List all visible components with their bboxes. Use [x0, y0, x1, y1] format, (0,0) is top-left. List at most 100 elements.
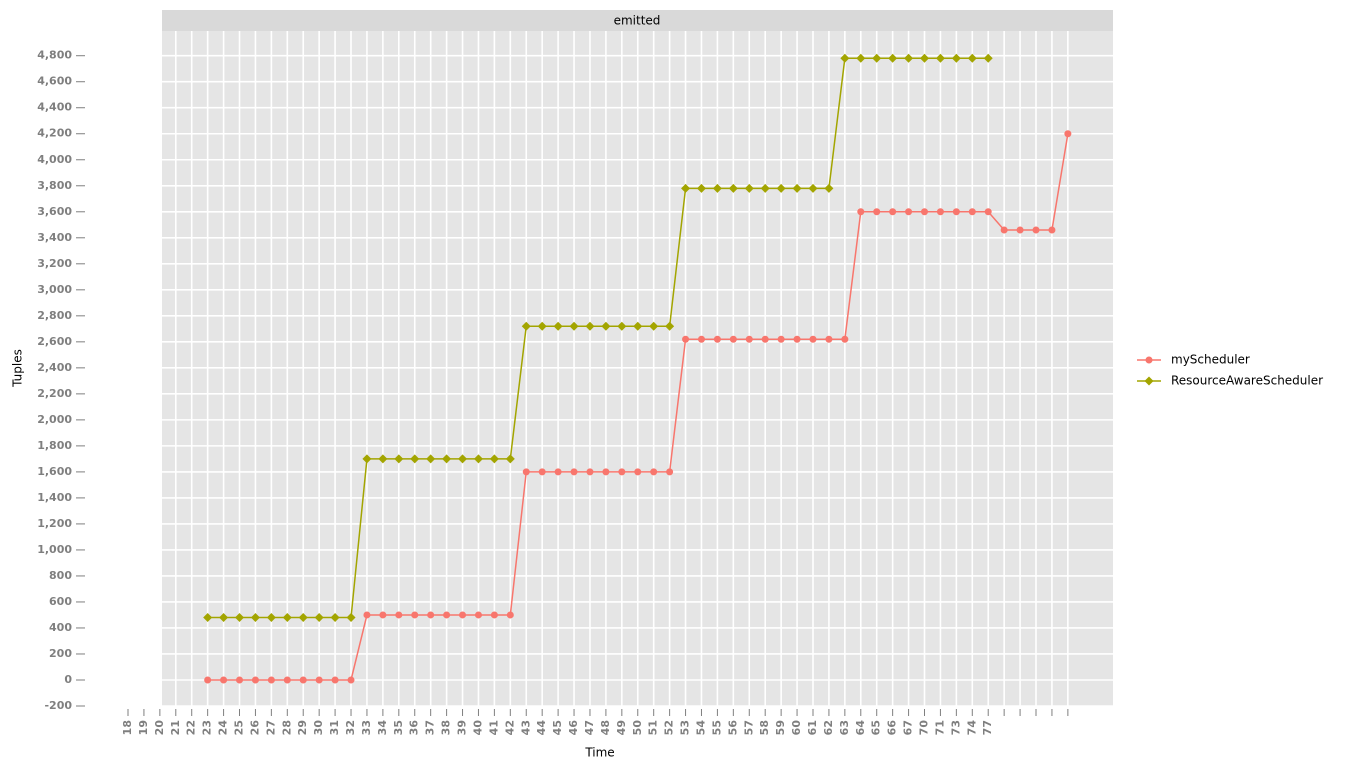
point [713, 335, 721, 343]
point [889, 208, 897, 216]
y-tick-label: 2,000 [37, 413, 72, 426]
point [282, 613, 292, 623]
x-tick-label: 63 [838, 720, 851, 735]
point [617, 321, 627, 331]
x-tick-label: 18 [121, 720, 134, 735]
point [792, 183, 802, 193]
point [554, 468, 562, 476]
x-tick-label: 39 [456, 720, 469, 735]
point [586, 468, 594, 476]
point [1016, 226, 1024, 234]
point [251, 676, 259, 684]
point [633, 321, 643, 331]
point [266, 613, 276, 623]
x-tick-label: 29 [296, 720, 309, 735]
point [935, 53, 945, 63]
point [411, 611, 419, 619]
point [204, 676, 212, 684]
x-tick-label: 35 [392, 720, 405, 735]
x-tick-label: 28 [280, 720, 293, 735]
y-tick-label: 2,400 [37, 361, 72, 374]
x-tick-label: 30 [312, 720, 325, 736]
y-tick-label: 1,000 [37, 543, 72, 556]
point [1000, 226, 1008, 234]
y-tick-label: 4,200 [37, 127, 72, 140]
y-tick-label: 1,600 [37, 465, 72, 478]
point [682, 335, 690, 343]
point [521, 321, 531, 331]
y-axis-label: Tuples [11, 349, 25, 388]
x-tick-label: 34 [376, 720, 389, 736]
point [569, 321, 579, 331]
point [362, 454, 372, 464]
point [363, 611, 371, 619]
x-tick-label: 21 [169, 720, 182, 735]
point [394, 454, 404, 464]
y-tick-label: 3,200 [37, 257, 72, 270]
point [760, 183, 770, 193]
point [968, 208, 976, 216]
x-tick-label: 54 [694, 720, 707, 736]
y-tick-label: 2,800 [37, 309, 72, 322]
y-tick-label: 3,800 [37, 179, 72, 192]
x-tick-label: 42 [503, 720, 516, 735]
point [618, 468, 626, 476]
point [585, 321, 595, 331]
point [1064, 130, 1072, 138]
x-tick-label: 67 [902, 720, 915, 735]
point [427, 611, 435, 619]
x-tick-label: 26 [248, 720, 261, 736]
point [665, 321, 675, 331]
y-tick-label: 400 [49, 621, 72, 634]
x-tick-label: 57 [742, 720, 755, 735]
y-tick-label: 2,600 [37, 335, 72, 348]
point [474, 611, 482, 619]
x-tick-label: 22 [185, 720, 198, 735]
point [1048, 226, 1056, 234]
point [634, 468, 642, 476]
point [650, 468, 658, 476]
point [490, 611, 498, 619]
point [777, 335, 785, 343]
y-tick-label: 4,400 [37, 101, 72, 114]
x-tick-label: 71 [933, 720, 946, 735]
point [809, 335, 817, 343]
legend-label: myScheduler [1171, 353, 1250, 367]
point [728, 183, 738, 193]
point [267, 676, 275, 684]
point [220, 676, 228, 684]
legend-marker [1145, 356, 1153, 364]
x-tick-label: 23 [201, 720, 214, 735]
strip [162, 10, 1113, 31]
point [776, 183, 786, 193]
point [443, 611, 451, 619]
x-tick-label: 43 [519, 720, 532, 735]
point [538, 468, 546, 476]
point [873, 208, 881, 216]
y-tick-label: 1,800 [37, 439, 72, 452]
y-tick-label: 3,000 [37, 283, 72, 296]
point [473, 454, 483, 464]
point [793, 335, 801, 343]
point [203, 613, 213, 623]
point [840, 53, 850, 63]
point [459, 611, 467, 619]
x-tick-label: 46 [567, 720, 580, 736]
point [681, 183, 691, 193]
y-tick-label: 4,000 [37, 153, 72, 166]
x-tick-label: 41 [487, 720, 500, 735]
x-tick-label: 77 [981, 720, 994, 735]
y-tick-label: 800 [49, 569, 72, 582]
x-tick-label: 48 [599, 720, 612, 735]
legend-label: ResourceAwareScheduler [1171, 374, 1323, 388]
x-tick-label: 60 [790, 720, 803, 736]
point [888, 53, 898, 63]
point [283, 676, 291, 684]
point [649, 321, 659, 331]
point [537, 321, 547, 331]
point [856, 53, 866, 63]
x-axis-label: Time [584, 746, 614, 760]
y-tick-label: 4,800 [37, 49, 72, 62]
point [808, 183, 818, 193]
